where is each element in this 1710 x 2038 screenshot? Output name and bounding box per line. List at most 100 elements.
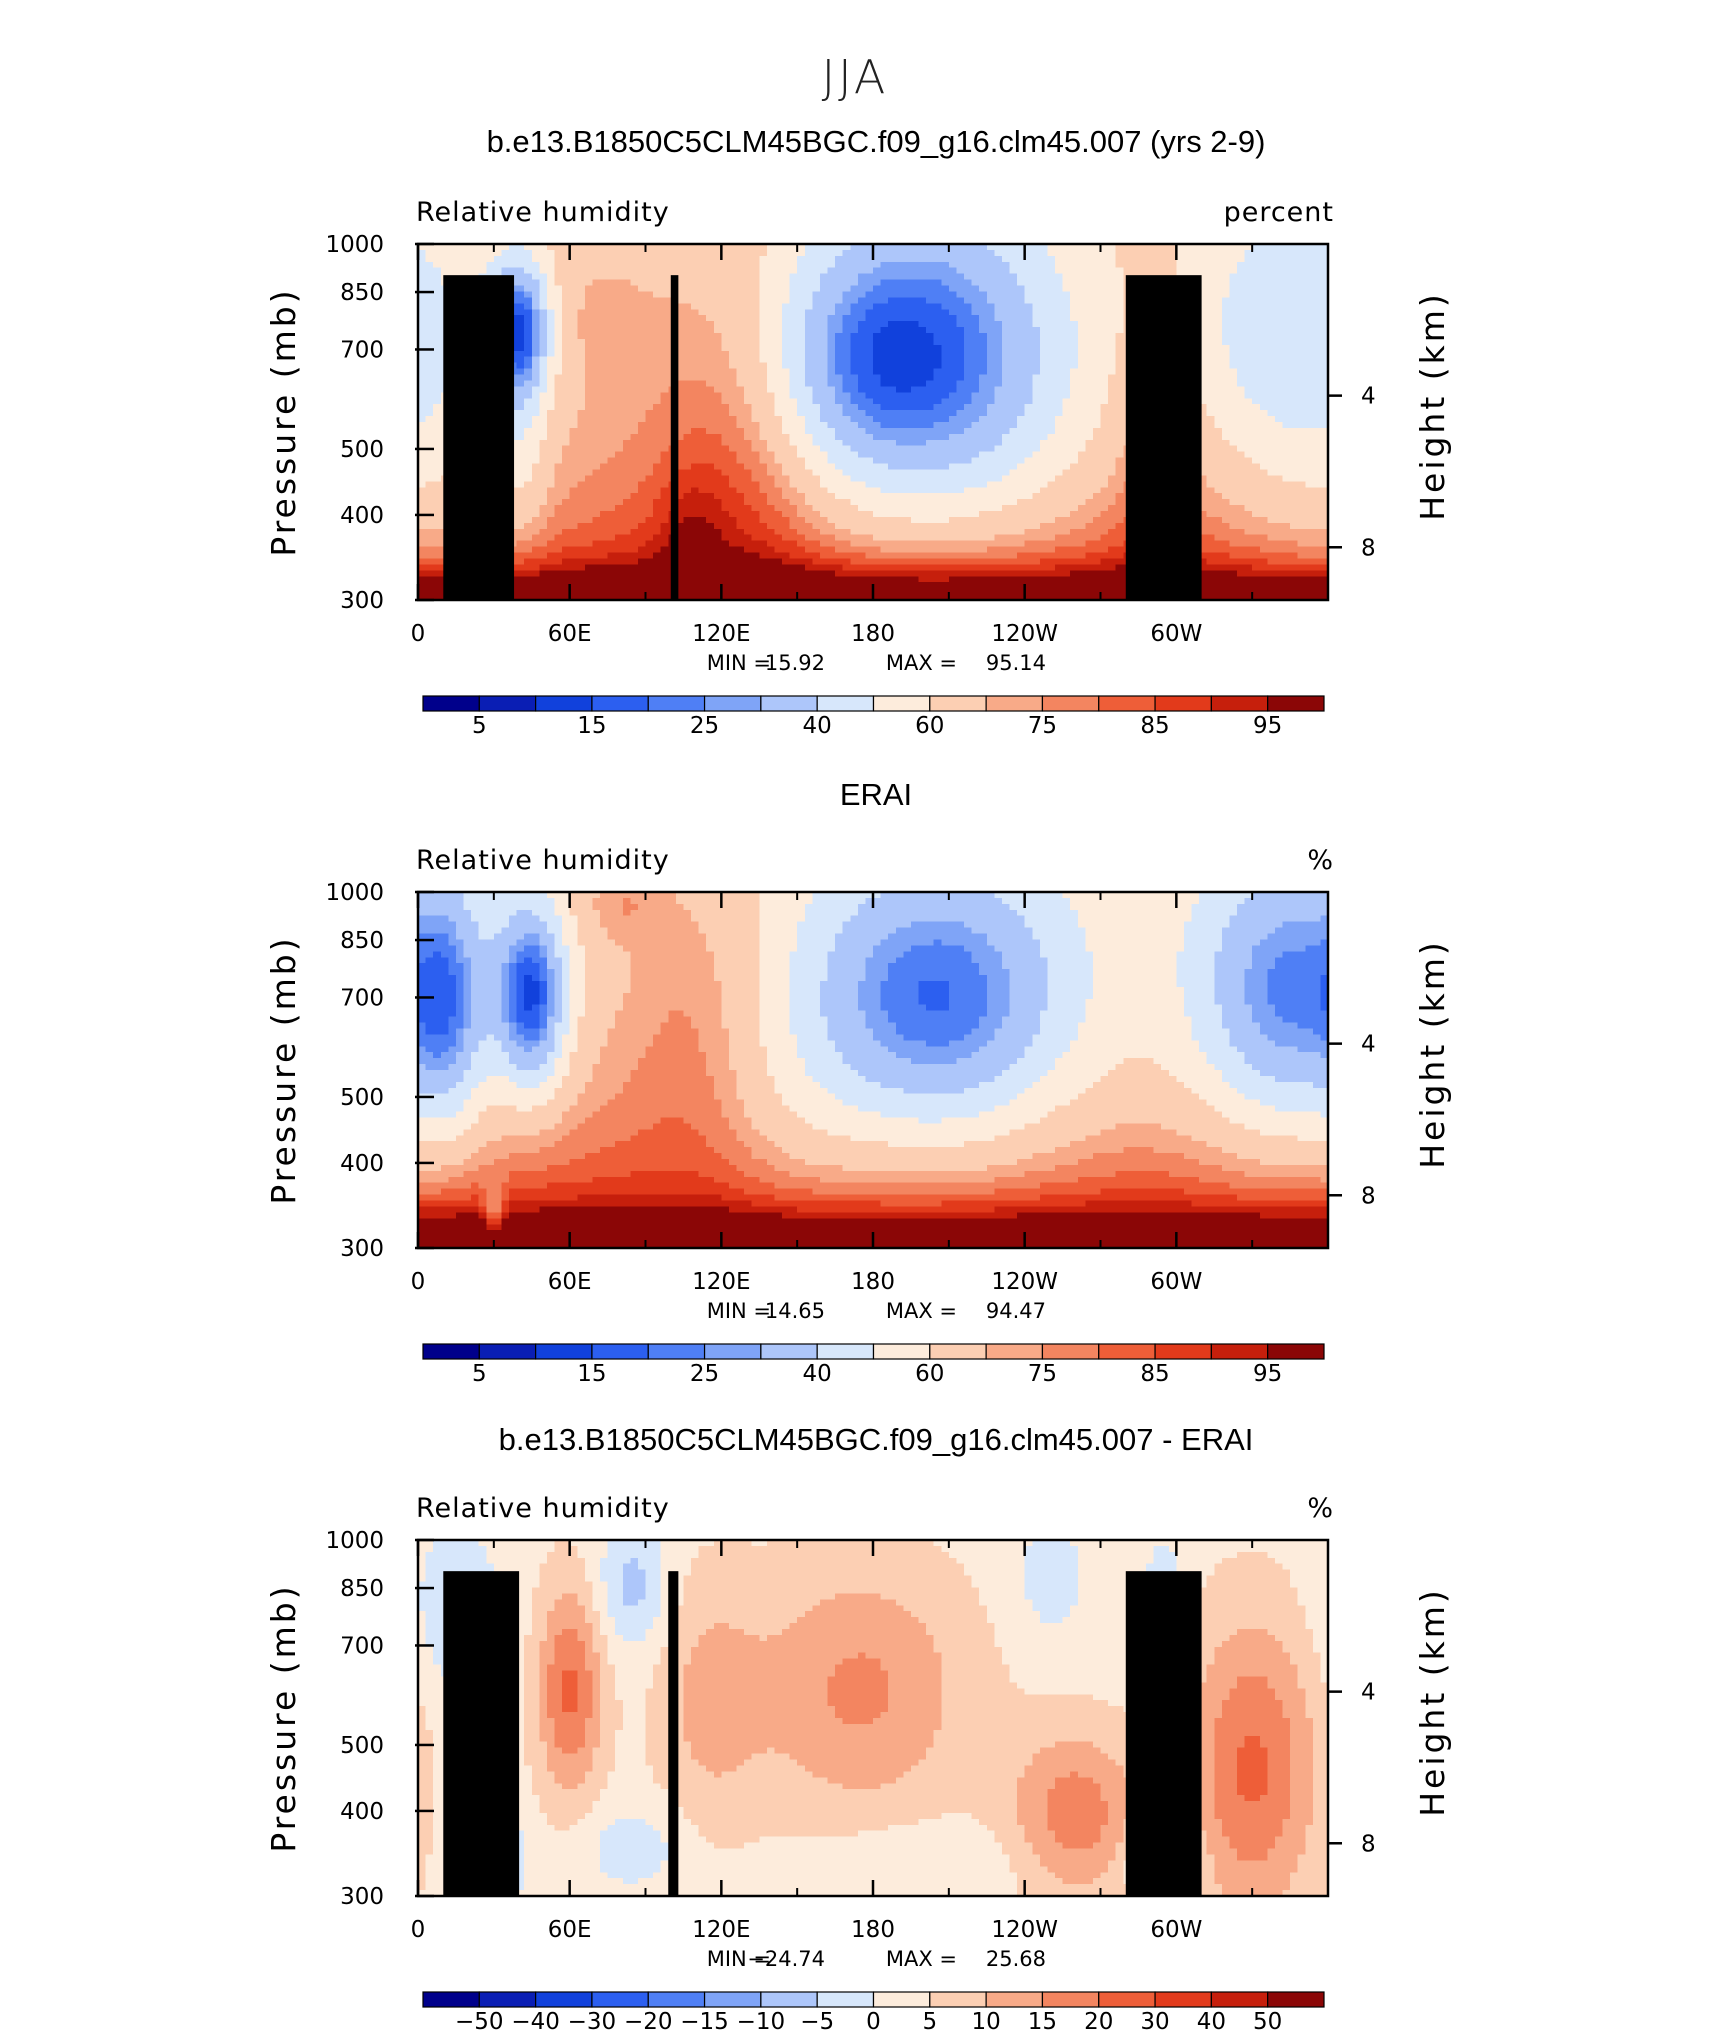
field-cell (759, 261, 768, 269)
field-cell (865, 374, 874, 382)
field-cell (1312, 439, 1322, 447)
field-cell (1290, 368, 1299, 376)
field-cell (1161, 255, 1170, 263)
field-cell (418, 244, 427, 251)
field-cell (577, 404, 586, 411)
field-cell (1092, 297, 1102, 304)
field-cell (539, 386, 548, 393)
field-cell (1055, 380, 1064, 387)
field-cell (774, 398, 783, 405)
field-cell (948, 338, 958, 346)
field-cell (1070, 356, 1079, 364)
field-cell (1274, 463, 1284, 471)
field-cell (653, 297, 662, 304)
field-cell (964, 457, 973, 465)
field-cell (1312, 469, 1322, 476)
field-cell (979, 398, 988, 405)
field-cell (880, 451, 889, 459)
field-cell (873, 255, 882, 263)
field-cell (971, 445, 980, 453)
field-cell (1085, 344, 1094, 352)
field-cell (918, 404, 927, 411)
field-cell (637, 368, 647, 376)
field-cell (653, 386, 662, 393)
field-cell (1039, 309, 1049, 316)
field-cell (1039, 374, 1049, 382)
field-cell (903, 374, 912, 382)
field-cell (971, 321, 980, 328)
field-cell (804, 416, 813, 423)
field-cell (637, 433, 647, 441)
field-cell (607, 380, 616, 387)
field-cell (728, 362, 738, 370)
field-cell (1267, 333, 1276, 340)
field-cell (1017, 416, 1026, 423)
field-cell (706, 321, 715, 328)
field-cell (698, 273, 707, 281)
field-cell (880, 392, 889, 399)
field-cell (759, 285, 768, 293)
field-cell (1312, 392, 1322, 399)
field-cell (418, 344, 427, 352)
field-cell (895, 315, 904, 322)
field-cell (1312, 267, 1322, 275)
field-cell (933, 410, 942, 417)
field-cell (1267, 416, 1276, 423)
field-cell (691, 261, 700, 269)
field-cell (1024, 267, 1033, 275)
field-cell (478, 249, 487, 257)
field-cell (1100, 285, 1109, 293)
field-cell (948, 261, 958, 269)
field-cell (812, 249, 821, 257)
field-cell (797, 451, 806, 459)
field-cell (691, 279, 700, 287)
field-cell (1267, 315, 1276, 322)
field-cell (1001, 291, 1011, 298)
field-cell (1009, 285, 1018, 293)
field-cell (880, 344, 889, 352)
field-cell (1320, 327, 1329, 334)
field-cell (569, 309, 578, 316)
field-cell (524, 457, 533, 465)
field-cell (691, 445, 700, 453)
field-cell (1237, 469, 1246, 476)
field-cell (577, 487, 586, 494)
field-cell (766, 333, 776, 340)
field-cell (1312, 356, 1322, 364)
field-cell (728, 410, 738, 417)
field-cell (1229, 433, 1238, 441)
field-cell (736, 255, 745, 263)
field-cell (706, 273, 715, 281)
field-cell (1055, 427, 1064, 435)
field-cell (691, 309, 700, 316)
field-cell (691, 475, 700, 482)
field-cell (1282, 463, 1291, 471)
field-cell (592, 380, 601, 387)
field-cell (531, 439, 540, 447)
field-cell (1001, 380, 1011, 387)
field-cell (516, 267, 525, 275)
field-cell (1312, 410, 1322, 417)
field-cell (675, 433, 685, 441)
field-cell (910, 410, 920, 417)
field-cell (630, 475, 639, 482)
field-cell (539, 344, 548, 352)
field-cell (721, 433, 730, 441)
field-cell (539, 410, 548, 417)
field-cell (1259, 469, 1268, 476)
field-cell (1017, 273, 1026, 281)
field-cell (1055, 350, 1064, 358)
field-cell (736, 380, 745, 387)
field-cell (683, 374, 692, 382)
field-cell (698, 350, 707, 358)
field-cell (835, 368, 844, 376)
field-cell (744, 327, 753, 334)
field-cell (804, 267, 813, 275)
field-cell (546, 273, 556, 281)
field-cell (956, 315, 965, 322)
field-cell (1085, 279, 1094, 287)
field-cell (994, 321, 1003, 328)
field-cell (1259, 374, 1268, 382)
field-cell (1305, 404, 1314, 411)
field-cell (1312, 321, 1322, 328)
